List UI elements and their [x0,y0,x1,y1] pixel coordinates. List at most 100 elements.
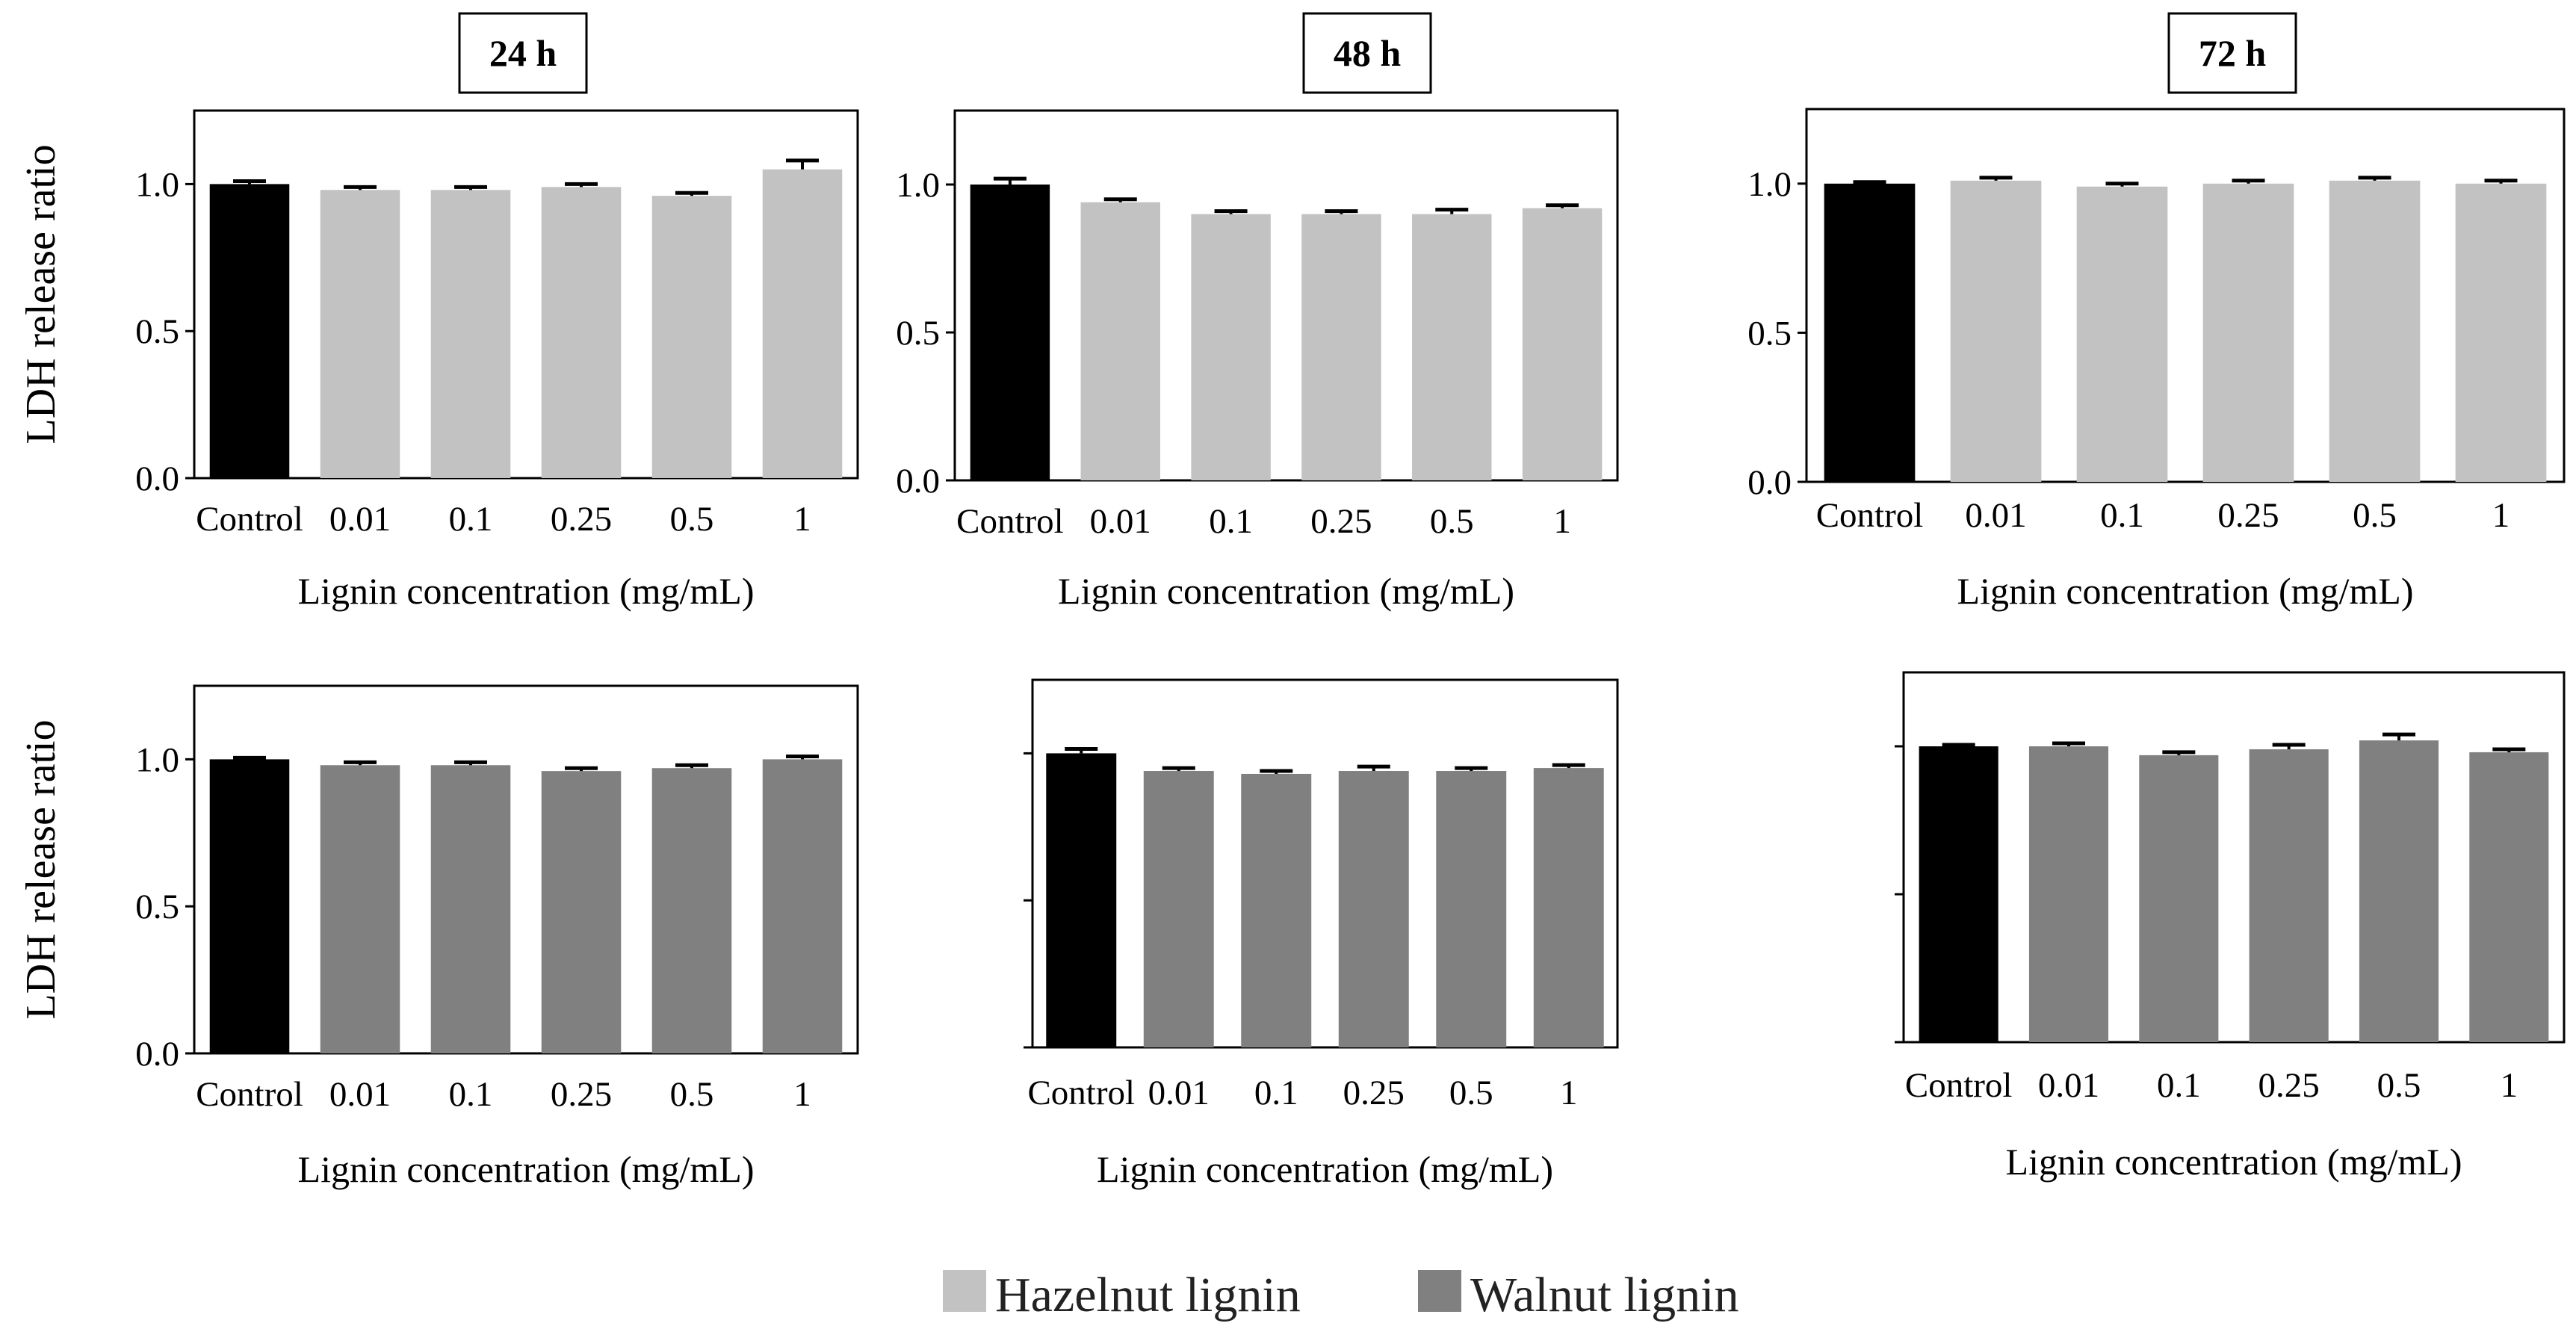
plot-frame [953,109,1619,482]
chart-panel-3: 0.0 0.5 1.0 Control 0.01 0.1 0.25 0.5 1 Lignin co… [1747,12,2566,612]
bar-0.1 [430,190,511,478]
x-tick-label: 1 [2501,1066,2518,1105]
y-tick-label: 0.5 [135,888,179,926]
y-tick-label: 1.0 [135,165,179,204]
bar-0.25 [541,771,622,1053]
x-tick-label: 0.01 [329,500,391,539]
x-tick-label: Control [1905,1066,2013,1105]
bar-1 [1522,208,1603,480]
legend-label-walnut: Walnut lignin [1470,1268,1739,1322]
bar-1 [762,759,843,1053]
bar-0.01 [1143,771,1214,1047]
time-label-box [2167,12,2297,94]
bar-Control [970,185,1050,480]
x-tick-label: 0.25 [551,500,612,539]
bar-0.25 [1301,214,1381,480]
x-tick-label: 0.5 [2353,496,2397,535]
bar-1 [1533,768,1604,1047]
x-tick-label: 1 [1560,1074,1578,1112]
bar-0.5 [1412,214,1492,480]
bar-Control [209,759,290,1053]
x-tick-label: 0.1 [1254,1074,1298,1112]
x-tick-label: 0.1 [449,500,493,539]
x-axis-title: Lignin concentration (mg/mL) [298,1148,755,1190]
y-tick-label: 0.5 [135,312,179,351]
time-label-box [458,12,588,94]
bar-0.25 [2202,183,2294,483]
bar-0.01 [1950,180,2042,483]
bar-0.25 [541,187,622,478]
time-label: 24 h [489,32,557,74]
bar-Control [1919,746,1998,1042]
time-label: 72 h [2199,32,2267,74]
bar-0.5 [2329,180,2421,483]
bar-0.1 [1241,773,1312,1047]
bar-0.1 [1191,214,1271,480]
x-tick-label: 0.5 [1449,1074,1493,1112]
bar-Control [1046,753,1117,1047]
x-tick-label: 0.25 [2217,496,2279,535]
x-tick-label: 1 [793,500,811,539]
bar-0.5 [1436,771,1507,1047]
x-tick-label: 0.25 [1343,1074,1405,1112]
x-axis-title: Lignin concentration (mg/mL) [2006,1141,2462,1183]
y-axis-title: LDH release ratio [18,719,64,1019]
bar-0.1 [2139,755,2219,1042]
bar-1 [762,169,843,478]
chart-panel-4: 0.0 0.5 1.0 Control 0.01 0.1 0.25 0.5 1 Lignin co… [18,684,859,1190]
x-tick-label: 1 [1553,502,1571,541]
plot-frame [193,684,859,1055]
x-tick-label: 0.25 [551,1075,612,1114]
bar-0.1 [430,765,511,1053]
bar-0.01 [1080,202,1160,480]
plot-frame [193,109,859,480]
x-tick-label: 0.01 [2038,1066,2099,1105]
legend-label-hazelnut: Hazelnut lignin [995,1268,1301,1322]
x-tick-label: 0.01 [329,1075,391,1114]
bar-Control [209,184,290,478]
x-tick-label: Control [1816,496,1924,535]
x-tick-label: Control [196,500,303,539]
time-label: 48 h [1334,32,1402,74]
bar-Control [1824,183,1916,483]
bar-0.1 [2076,186,2168,483]
x-tick-label: 0.01 [1965,496,2026,535]
chart-panel-6: Control 0.01 0.1 0.25 0.5 1 Lignin concentrati… [1895,671,2566,1183]
x-tick-label: 0.5 [670,1075,714,1114]
x-tick-label: 0.01 [1090,502,1151,541]
time-label-box [1302,12,1432,94]
legend: Hazelnut lignin Walnut lignin [943,1268,1739,1322]
x-tick-label: 1 [793,1075,811,1114]
x-tick-label: 0.5 [2377,1066,2421,1105]
legend-swatch-walnut [1418,1270,1461,1312]
plot-frame [1031,678,1619,1049]
x-tick-label: 0.1 [449,1075,493,1114]
y-tick-label: 1.0 [1747,165,1792,204]
x-tick-label: 1 [2492,496,2510,535]
y-tick-label: 0.0 [135,1035,179,1074]
bar-0.01 [320,190,400,478]
x-axis-title: Lignin concentration (mg/mL) [1957,570,2414,612]
bar-0.5 [2359,740,2439,1042]
bar-0.01 [320,765,400,1053]
x-tick-label: 0.1 [1209,502,1253,541]
y-tick-label: 0.5 [896,314,940,353]
x-axis-title: Lignin concentration (mg/mL) [298,570,755,612]
bar-0.5 [651,768,732,1053]
y-tick-label: 1.0 [896,166,940,205]
x-tick-label: Control [196,1075,303,1114]
y-tick-label: 1.0 [135,740,179,779]
chart-panel-1: 0.0 0.5 1.0 Control 0.01 0.1 0.25 0.5 1 Lignin co… [18,12,859,612]
y-tick-label: 0.0 [135,459,179,498]
x-tick-label: 0.1 [2157,1066,2201,1105]
bar-0.5 [651,196,732,478]
x-tick-label: 0.1 [2100,496,2144,535]
x-axis-title: Lignin concentration (mg/mL) [1097,1148,1553,1190]
x-tick-label: 0.25 [2258,1066,2320,1105]
x-tick-label: Control [1027,1074,1135,1112]
bar-0.25 [1338,771,1409,1047]
x-tick-label: 0.01 [1148,1074,1210,1112]
